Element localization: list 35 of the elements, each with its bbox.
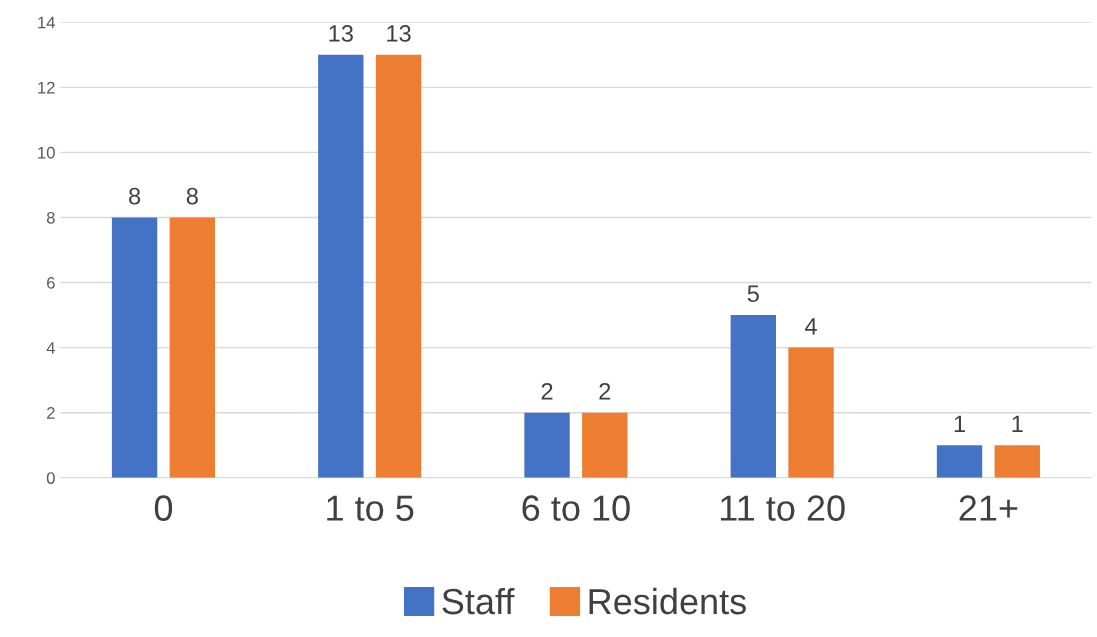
y-tick-label: 12 <box>38 81 55 94</box>
bar <box>994 445 1040 478</box>
data-label: 1 <box>1012 415 1023 432</box>
x-tick-label: 6 to 10 <box>522 495 630 521</box>
data-label: 8 <box>129 187 141 205</box>
bar <box>524 412 570 478</box>
bar <box>169 217 216 478</box>
data-label: 2 <box>541 382 553 400</box>
y-tick-label: 2 <box>47 407 55 419</box>
bar <box>318 54 364 478</box>
y-tick-label: 10 <box>38 146 55 159</box>
x-tick-label: 11 to 20 <box>720 495 845 521</box>
data-label: 1 <box>954 415 965 432</box>
bar <box>111 217 158 478</box>
data-label: 13 <box>387 25 411 42</box>
x-tick-label: 21+ <box>959 495 1018 521</box>
data-label: 13 <box>329 25 353 42</box>
x-tick-label: 0 <box>154 495 173 521</box>
bar <box>730 315 776 478</box>
y-tick-label: 4 <box>46 342 55 354</box>
bar <box>582 412 628 478</box>
y-tick-label: 14 <box>38 16 55 29</box>
data-label: 5 <box>747 285 759 303</box>
data-label: 4 <box>805 318 817 335</box>
data-label: 2 <box>599 382 611 400</box>
y-tick-label: 6 <box>47 276 55 289</box>
x-tick-label: 1 to 5 <box>327 495 414 521</box>
bar <box>375 54 422 478</box>
legend-label: Staff <box>442 587 515 615</box>
legend-label: Residents <box>589 587 746 615</box>
bar <box>788 347 834 478</box>
bar <box>936 445 983 478</box>
y-tick-label: 8 <box>46 211 55 224</box>
y-tick-label: 0 <box>46 472 55 484</box>
data-label: 8 <box>186 187 198 205</box>
